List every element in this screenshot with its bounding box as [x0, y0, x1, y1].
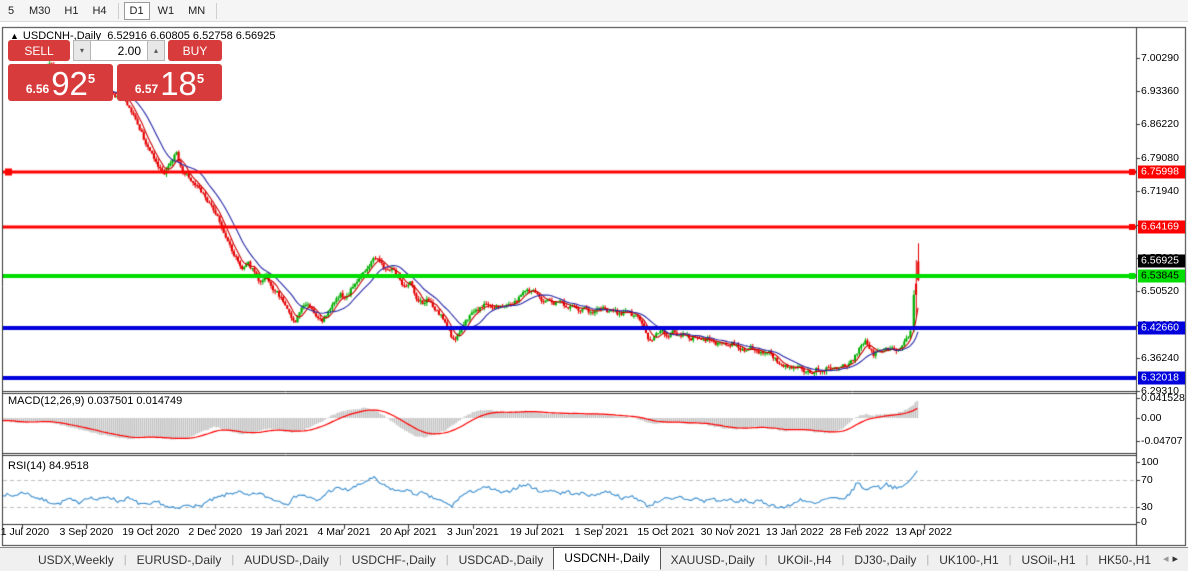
macd-axis-tick: 0.00 — [1141, 412, 1162, 424]
timeframe-button-5[interactable]: 5 — [7, 4, 15, 17]
toolbar-separator — [117, 2, 119, 19]
order-entry-row: SELL ▾ ▴ BUY — [8, 40, 222, 61]
price-level-badge: 6.53845 — [1138, 269, 1185, 283]
chart-tab-audusd-daily[interactable]: AUDUSD-,Daily — [244, 552, 329, 567]
tab-separator: | — [1085, 553, 1089, 566]
price-axis-tick: 6.86220 — [1141, 118, 1179, 130]
price-axis-tick: 6.50520 — [1141, 285, 1179, 298]
chart-title: ▲ USDCNH-,Daily 6.52916 6.60805 6.52758 6… — [10, 30, 276, 42]
date-axis-label: 3 Jun 2021 — [446, 526, 499, 538]
chart-tab-xauusd-daily[interactable]: XAUUSD-,Daily — [670, 552, 755, 567]
sell-price-pips: 92 — [51, 65, 88, 102]
price-level-badge: 6.56925 — [1138, 254, 1185, 268]
chart-tabs: USDX,Weekly | EURUSD-,Daily | AUDUSD-,Daily |… — [28, 546, 1161, 570]
price-axis-tick: 6.29310 — [1141, 385, 1179, 397]
price-axis-tick: 6.71940 — [1141, 185, 1179, 197]
price-level-badge: 6.64169 — [1138, 220, 1185, 234]
tab-separator: | — [926, 553, 930, 566]
rsi-axis-tick: 0 — [1141, 516, 1147, 528]
macd-indicator-label: MACD(12,26,9) 0.037501 0.014749 — [8, 395, 183, 407]
date-axis-label: 13 Apr 2022 — [895, 526, 952, 538]
timeframe-button-H4[interactable]: H4 — [92, 4, 107, 17]
chart-tab-eurusd-daily[interactable]: EURUSD-,Daily — [136, 552, 222, 567]
macd-axis-tick: 0.041528 — [1141, 391, 1185, 404]
tab-separator: | — [841, 553, 845, 566]
volume-increment-button[interactable]: ▴ — [147, 40, 165, 61]
volume-input[interactable] — [91, 40, 147, 61]
chart-tab-bar: USDX,Weekly | EURUSD-,Daily | AUDUSD-,Daily |… — [0, 546, 1188, 571]
price-axis-tick: 6.79080 — [1141, 151, 1179, 164]
date-axis-label: 13 Jan 2022 — [765, 526, 824, 538]
rsi-axis-tick: 30 — [1141, 500, 1153, 513]
chart-tab-usoil-h1[interactable]: USOil-,H1 — [1021, 552, 1076, 567]
chart-ohlc-values: 6.52916 6.60805 6.52758 6.56925 — [107, 30, 276, 42]
date-axis-label: 1 Sep 2021 — [574, 526, 629, 538]
tab-scroll-arrows: ◂▸ — [1163, 552, 1182, 565]
chart-tab-ukoil-h4[interactable]: UKOil-,H4 — [777, 552, 832, 567]
timeframe-buttons: 5 M30 H1 H4 D1 W1 MN — [0, 1, 221, 20]
buy-price-handle: 6.57 — [134, 82, 159, 96]
tab-separator: | — [764, 553, 768, 566]
bid-ask-tiles: 6.56 92 5 6.57 18 5 — [8, 64, 222, 101]
timeframe-button-M30[interactable]: M30 — [29, 4, 51, 17]
date-axis-label: 19 Jan 2021 — [250, 526, 309, 538]
date-axis-label: 28 Feb 2022 — [829, 526, 889, 538]
timeframe-toolbar: 5 M30 H1 H4 D1 W1 MN — [0, 0, 1188, 22]
tab-scroll-left-icon[interactable]: ◂ — [1162, 553, 1173, 565]
price-axis-tick: 6.93360 — [1141, 84, 1179, 97]
buy-price-tile[interactable]: 6.57 18 5 — [117, 64, 222, 101]
buy-price-pipette: 5 — [196, 71, 205, 86]
date-axis-label: 21 Jul 2020 — [0, 526, 50, 538]
timeframe-button-W1[interactable]: W1 — [157, 4, 175, 17]
date-axis-label: 20 Apr 2021 — [380, 526, 437, 538]
macd-axis-tick: -0.04707 — [1141, 434, 1183, 447]
chart-tab-usdcad-daily[interactable]: USDCAD-,Daily — [458, 552, 544, 567]
timeframe-button-D1[interactable]: D1 — [123, 1, 150, 20]
toolbar-separator — [216, 2, 218, 19]
chart-symbol-label: USDCNH-,Daily — [22, 30, 102, 42]
chart-tab-usdcnh-daily[interactable]: USDCNH-,Daily — [553, 546, 661, 570]
buy-price-pips: 18 — [160, 65, 197, 102]
chart-tab-usdchf-daily[interactable]: USDCHF-,Daily — [351, 552, 436, 567]
tab-separator: | — [123, 553, 127, 566]
tab-separator: | — [445, 553, 449, 566]
date-axis-label: 2 Dec 2020 — [188, 526, 243, 538]
price-level-badge: 6.42660 — [1138, 321, 1185, 335]
tab-separator: | — [338, 553, 342, 566]
buy-button[interactable]: BUY — [168, 40, 222, 61]
timeframe-button-MN[interactable]: MN — [188, 4, 206, 17]
price-level-badge: 6.75998 — [1138, 165, 1185, 179]
chart-tab-hk50-h1[interactable]: HK50-,H1 — [1098, 552, 1152, 567]
price-axis-tick: 6.36240 — [1141, 352, 1179, 365]
rsi-axis-tick: 70 — [1141, 474, 1153, 487]
date-axis-label: 19 Jul 2021 — [510, 526, 565, 538]
chart-tab-usdx-weekly[interactable]: USDX,Weekly — [38, 552, 114, 567]
tab-scroll-right-icon[interactable]: ▸ — [1172, 553, 1182, 565]
rsi-indicator-label: RSI(14) 84.9518 — [8, 460, 89, 472]
date-axis-label: 4 Mar 2021 — [317, 526, 371, 538]
sell-price-tile[interactable]: 6.56 92 5 — [8, 64, 113, 101]
price-axis-tick: 7.00290 — [1141, 52, 1179, 64]
timeframe-button-H1[interactable]: H1 — [64, 4, 79, 17]
date-axis-label: 19 Oct 2020 — [122, 526, 180, 538]
one-click-trading-panel: SELL ▾ ▴ BUY 6.56 92 5 6.57 18 5 — [8, 40, 222, 101]
volume-decrement-button[interactable]: ▾ — [73, 40, 91, 61]
sell-price-handle: 6.56 — [25, 82, 50, 96]
date-axis-label: 30 Nov 2021 — [700, 526, 761, 538]
date-axis-label: 15 Oct 2021 — [637, 526, 695, 538]
sell-button[interactable]: SELL — [8, 40, 70, 61]
sell-price-pipette: 5 — [87, 71, 96, 86]
collapse-arrow-icon[interactable]: ▲ — [10, 31, 19, 41]
tab-separator: | — [231, 553, 235, 566]
rsi-axis-tick: 100 — [1141, 456, 1159, 468]
price-level-badge: 6.32018 — [1138, 371, 1185, 385]
date-axis-label: 3 Sep 2020 — [59, 526, 114, 538]
chart-tab-dj30-daily[interactable]: DJ30-,Daily — [854, 552, 917, 567]
tab-separator: | — [1008, 553, 1012, 566]
chart-tab-uk100-h1[interactable]: UK100-,H1 — [939, 552, 999, 567]
